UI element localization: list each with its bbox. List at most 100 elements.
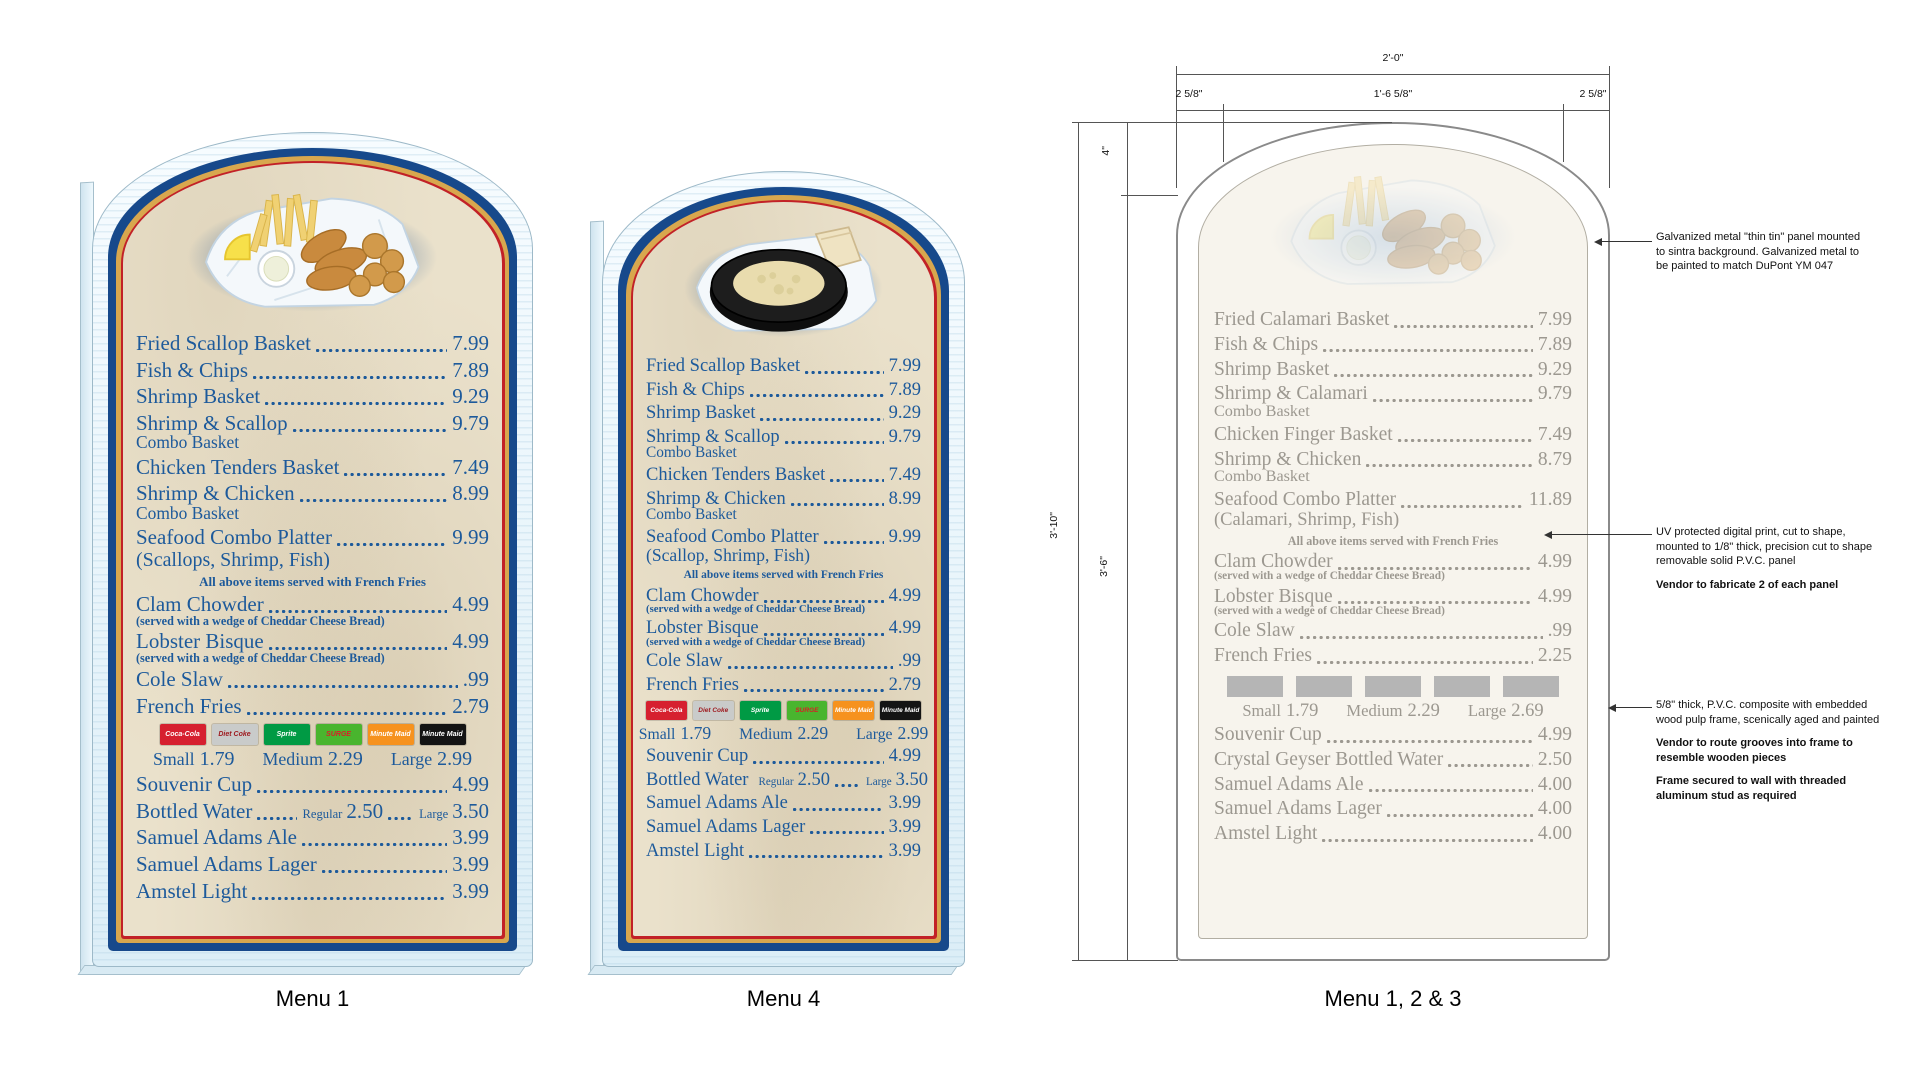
price-size-label: Large [865, 775, 892, 788]
menu-item-row: Clam Chowder 4.99 [136, 592, 489, 618]
menu-item-price: 9.79 [1537, 383, 1572, 405]
dotted-leader [1326, 739, 1533, 743]
photo-vignette [1224, 155, 1562, 305]
dotted-leader [1397, 439, 1533, 443]
menu-item-row: Bottled Water Regular 2.50 Large 3.50 [646, 769, 928, 792]
dotted-leader [805, 370, 884, 374]
dotted-leader [257, 816, 298, 820]
menu-item-row: Fish & Chips 7.89 [136, 358, 489, 384]
menu-item-row: Combo Basket [1214, 467, 1572, 487]
menu-item-name: Samuel Adams Lager [136, 851, 317, 876]
menu-item-row: Fried Scallop Basket 7.99 [136, 331, 489, 357]
size-small: Small 1.79 [152, 748, 235, 771]
menu-item-name: All above items served with French Fries [199, 574, 426, 590]
fried-seafood-basket-illustration [205, 193, 420, 308]
dim-total-width: 2'-0" [1382, 52, 1404, 64]
menu-item-price: .99 [1547, 620, 1572, 642]
menu-item-row: Fish & Chips 7.89 [1214, 333, 1572, 357]
menu-item-row: Shrimp & Chicken 8.79 [1214, 448, 1572, 472]
menu-item-row: Seafood Combo Platter 9.99 [646, 526, 921, 549]
menu-item-row: Samuel Adams Lager 3.99 [646, 816, 921, 839]
menu-item-price: 9.79 [888, 426, 921, 447]
dotted-leader [753, 760, 884, 764]
dotted-leader [257, 790, 448, 794]
soda-logo: Minute Maid [880, 701, 921, 721]
menu-item-row: Seafood Combo Platter 9.99 [136, 525, 489, 551]
dotted-leader [830, 479, 884, 483]
menu-item-price: 3.99 [452, 851, 489, 876]
dim-right-margin: 2 5/8" [1579, 88, 1607, 100]
soda-logo: Diet Coke [692, 701, 734, 721]
dim-extension-line [1072, 122, 1392, 123]
dim-extension-line [1176, 66, 1177, 188]
dotted-leader [763, 600, 884, 604]
drinks-list: Souvenir Cup 4.99 Bottled Water [646, 745, 928, 862]
menu-item-name: All above items served with French Fries [1287, 533, 1499, 548]
dim-extension-line [1121, 195, 1178, 196]
soda-logo-placeholder [1227, 676, 1283, 697]
menu-item-row: Cole Slaw .99 [1214, 619, 1572, 643]
menu-item-row: (served with a wedge of Cheddar Cheese B… [136, 614, 489, 629]
menu-item-price: 11.89 [1528, 489, 1572, 511]
menu-item-row: Shrimp & Scallop 9.79 [136, 411, 489, 437]
menu-item-row: Crystal Geyser Bottled Water 2.50 [1214, 748, 1572, 772]
menu-item-name: (served with a wedge of Cheddar Cheese B… [1214, 604, 1445, 617]
menu-item-list: Fried Scallop Basket 7.99 Fish & Chips [136, 331, 489, 719]
annotation-text: UV protected digital print, cut to shape… [1656, 526, 1873, 568]
menu-item-name: Seafood Combo Platter [136, 525, 332, 550]
dotted-leader [315, 349, 448, 352]
menu-item-name: (served with a wedge of Cheddar Cheese B… [646, 636, 866, 649]
menu-item-name: Samuel Adams Ale [1214, 773, 1364, 795]
soda-logo: Sprite [263, 724, 310, 746]
dim-arch-height: 4" [1100, 146, 1112, 156]
menu-item-name: French Fries [136, 693, 242, 718]
size-small: Small 1.79 [638, 723, 712, 744]
navy-border: Fried Scallop Basket 7.99 Fish & Chips [108, 148, 517, 951]
menu-item-price: 7.89 [888, 379, 921, 400]
menu-item-price: 7.99 [452, 331, 489, 355]
menu-item-row: Fish & Chips 7.89 [646, 379, 921, 402]
menu-item-list: Fried Calamari Basket 7.99 Fish & Chips … [1214, 308, 1572, 668]
menu-item-price: 2.50 [346, 798, 384, 823]
menu-item-name: Amstel Light [136, 878, 248, 903]
menu-item-price: 4.99 [452, 772, 489, 797]
sign-frame: Fried Scallop Basket 7.99 Fish & Chips [92, 132, 533, 967]
menu-item-price: 4.99 [1537, 551, 1572, 573]
dotted-leader [763, 632, 884, 636]
dotted-leader [252, 896, 448, 900]
menu-item-name: Bottled Water [646, 769, 749, 790]
menu-panel: Fried Scallop Basket 7.99 Fish & Chips [633, 202, 934, 936]
menu-item-row: All above items served with French Fries [646, 569, 921, 583]
menu-item-name: (served with a wedge of Cheddar Cheese B… [1214, 570, 1445, 583]
menu-item-row: (Calamari, Shrimp, Fish) [1214, 509, 1572, 532]
price-size-label: Regular [758, 775, 794, 788]
menu-item-name: Fish & Chips [1214, 333, 1319, 355]
dim-left-margin: 2 5/8" [1175, 88, 1203, 100]
menu-item-list: Fried Scallop Basket 7.99 Fish & Chips [646, 355, 921, 696]
menu-item-price: 4.00 [1537, 823, 1572, 845]
menu-item-price: 4.99 [888, 618, 921, 639]
menu-item-name: Lobster Bisque [646, 618, 759, 639]
dim-extension-line [1609, 66, 1610, 188]
dim-extension-line [1072, 960, 1178, 961]
menu-item-price: 3.99 [888, 816, 921, 837]
menu-item-name: Shrimp & Chicken [1214, 448, 1362, 470]
menu-item-row: Bottled Water Regular 2.50 Large 3.50 [136, 799, 489, 825]
menu-item-price: 4.99 [1537, 585, 1572, 607]
menu-item-price: 4.99 [888, 746, 921, 767]
menu-item-name: Fried Scallop Basket [646, 356, 801, 376]
size-medium: Medium 2.29 [262, 748, 363, 771]
menu-panel: Fried Scallop Basket 7.99 Fish & Chips [123, 163, 502, 936]
menu-item-name: Shrimp Basket [1214, 358, 1330, 380]
soda-logos-row: Coca-Cola Diet Coke Sprite SURGE Minute … [646, 701, 921, 721]
menu-item-row: Samuel Adams Ale 3.99 [646, 792, 921, 815]
menu-item-row: Combo Basket [646, 444, 921, 463]
drinks-list: Souvenir Cup 4.99 Bottled Water [136, 772, 489, 904]
annotation-leader-line [1608, 703, 1652, 712]
soda-logo-placeholder [1296, 676, 1352, 697]
drink-sizes-row: Small 1.79 Medium 2.29 Large 2.99 [639, 723, 929, 744]
soda-logos-row: Coca-Cola Diet Coke Sprite SURGE Minute … [136, 724, 489, 746]
menu-item-price: 8.99 [452, 481, 489, 506]
menu-item-row: Lobster Bisque 4.99 [1214, 585, 1572, 609]
menu-item-name: Combo Basket [1214, 403, 1310, 421]
